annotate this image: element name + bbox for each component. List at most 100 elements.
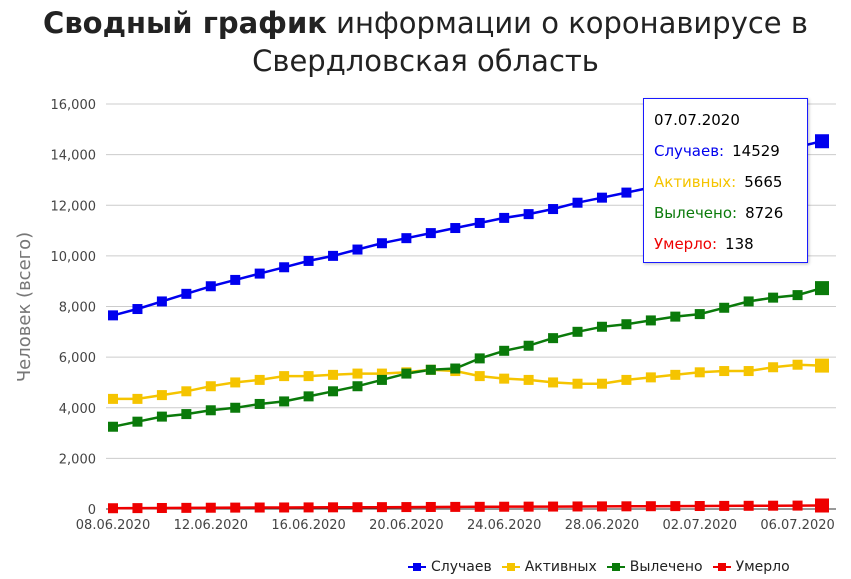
series-Вылечено-point[interactable] bbox=[499, 345, 510, 356]
series-Вылечено-point[interactable] bbox=[645, 315, 656, 326]
series-Умерло-point[interactable] bbox=[108, 503, 118, 514]
series-Активных-point[interactable] bbox=[328, 369, 339, 380]
series-Случаев-point[interactable] bbox=[523, 209, 534, 220]
series-Случаев-point[interactable] bbox=[450, 223, 461, 234]
series-Умерло-point[interactable] bbox=[499, 501, 510, 512]
series-Умерло-point[interactable] bbox=[815, 498, 829, 513]
series-Умерло-point[interactable] bbox=[279, 502, 290, 513]
series-Вылечено-point[interactable] bbox=[254, 398, 265, 409]
series-Активных-point[interactable] bbox=[254, 374, 265, 385]
series-Активных-point[interactable] bbox=[230, 377, 241, 388]
series-Умерло-point[interactable] bbox=[205, 502, 216, 513]
series-Активных-point[interactable] bbox=[279, 371, 290, 382]
series-Случаев-point[interactable] bbox=[181, 288, 192, 299]
series-Вылечено-point[interactable] bbox=[352, 381, 363, 392]
series-Умерло-point[interactable] bbox=[645, 501, 656, 512]
series-Вылечено-point[interactable] bbox=[815, 281, 829, 296]
series-Умерло-point[interactable] bbox=[621, 501, 632, 512]
legend-item[interactable]: Умерло bbox=[712, 559, 790, 575]
series-Случаев-point[interactable] bbox=[303, 255, 314, 266]
series-Случаев-point[interactable] bbox=[352, 244, 363, 255]
series-Вылечено-point[interactable] bbox=[132, 416, 143, 427]
series-Вылечено-point[interactable] bbox=[303, 391, 314, 402]
series-Вылечено-point[interactable] bbox=[425, 364, 436, 375]
series-Умерло-point[interactable] bbox=[792, 500, 803, 511]
series-Вылечено-point[interactable] bbox=[450, 363, 461, 374]
series-Активных-point[interactable] bbox=[694, 367, 705, 378]
series-Случаев-point[interactable] bbox=[499, 212, 510, 223]
series-Вылечено-point[interactable] bbox=[768, 292, 779, 303]
series-Случаев-point[interactable] bbox=[230, 274, 241, 285]
series-Случаев-point[interactable] bbox=[132, 304, 143, 315]
series-Случаев-point[interactable] bbox=[815, 134, 829, 149]
series-Случаев-point[interactable] bbox=[401, 233, 412, 244]
series-Активных-point[interactable] bbox=[815, 358, 829, 373]
series-Умерло-point[interactable] bbox=[523, 501, 534, 512]
series-Вылечено-point[interactable] bbox=[401, 368, 412, 379]
legend-item[interactable]: Вылечено bbox=[606, 559, 703, 575]
series-Вылечено-point[interactable] bbox=[523, 340, 534, 351]
series-Вылечено-point[interactable] bbox=[719, 302, 730, 313]
series-Активных-point[interactable] bbox=[156, 390, 167, 401]
series-Активных-point[interactable] bbox=[523, 374, 534, 385]
series-Случаев-point[interactable] bbox=[328, 250, 339, 261]
series-Активных-point[interactable] bbox=[596, 378, 607, 389]
series-Активных-point[interactable] bbox=[719, 366, 730, 377]
series-Случаев-point[interactable] bbox=[425, 228, 436, 239]
series-Активных-point[interactable] bbox=[474, 371, 485, 382]
series-Случаев-point[interactable] bbox=[596, 192, 607, 203]
series-Активных-point[interactable] bbox=[792, 359, 803, 370]
series-Вылечено-point[interactable] bbox=[230, 402, 241, 413]
series-Случаев-point[interactable] bbox=[376, 238, 387, 249]
series-Умерло-point[interactable] bbox=[694, 501, 705, 512]
series-Умерло-point[interactable] bbox=[303, 502, 314, 513]
series-Вылечено-point[interactable] bbox=[181, 409, 192, 420]
series-Активных-point[interactable] bbox=[303, 371, 314, 382]
series-Умерло-point[interactable] bbox=[328, 502, 339, 513]
series-Активных-point[interactable] bbox=[548, 377, 559, 388]
series-Случаев-point[interactable] bbox=[572, 197, 583, 208]
series-Активных-point[interactable] bbox=[670, 369, 681, 380]
series-Умерло-point[interactable] bbox=[474, 501, 485, 512]
series-Случаев-point[interactable] bbox=[205, 281, 216, 292]
series-Вылечено-point[interactable] bbox=[792, 290, 803, 301]
series-Умерло-point[interactable] bbox=[230, 502, 241, 513]
series-Активных-point[interactable] bbox=[768, 362, 779, 373]
series-Случаев-point[interactable] bbox=[548, 204, 559, 215]
series-Случаев-point[interactable] bbox=[254, 268, 265, 279]
series-Вылечено-point[interactable] bbox=[108, 421, 118, 432]
series-Умерло-point[interactable] bbox=[181, 502, 192, 513]
series-Умерло-point[interactable] bbox=[254, 502, 265, 513]
series-Умерло-point[interactable] bbox=[156, 502, 167, 513]
series-Вылечено-point[interactable] bbox=[548, 333, 559, 344]
series-Вылечено-point[interactable] bbox=[376, 374, 387, 385]
series-Активных-point[interactable] bbox=[376, 368, 387, 379]
series-Активных-point[interactable] bbox=[572, 378, 583, 389]
series-Умерло-point[interactable] bbox=[743, 500, 754, 511]
series-Вылечено-point[interactable] bbox=[205, 405, 216, 416]
series-Активных-point[interactable] bbox=[645, 372, 656, 383]
series-Умерло-point[interactable] bbox=[670, 501, 681, 512]
series-Умерло-point[interactable] bbox=[768, 500, 779, 511]
legend-item[interactable]: Активных bbox=[501, 559, 597, 575]
series-Активных-point[interactable] bbox=[108, 393, 118, 404]
series-Вылечено-point[interactable] bbox=[572, 326, 583, 337]
series-Умерло-point[interactable] bbox=[132, 503, 143, 514]
series-Вылечено-point[interactable] bbox=[474, 353, 485, 364]
series-Вылечено-point[interactable] bbox=[279, 396, 290, 407]
series-Вылечено-point[interactable] bbox=[596, 321, 607, 332]
series-Вылечено-point[interactable] bbox=[621, 319, 632, 330]
series-Вылечено-point[interactable] bbox=[156, 411, 167, 422]
series-Умерло-point[interactable] bbox=[425, 501, 436, 512]
series-Умерло-point[interactable] bbox=[572, 501, 583, 512]
series-Умерло-point[interactable] bbox=[401, 502, 412, 513]
series-Активных-point[interactable] bbox=[352, 368, 363, 379]
series-Умерло-point[interactable] bbox=[352, 502, 363, 513]
series-Вылечено-point[interactable] bbox=[694, 309, 705, 320]
series-Случаев-point[interactable] bbox=[108, 310, 118, 321]
series-Активных-point[interactable] bbox=[499, 373, 510, 384]
series-Вылечено-point[interactable] bbox=[328, 386, 339, 397]
series-Умерло-point[interactable] bbox=[376, 502, 387, 513]
series-Умерло-point[interactable] bbox=[719, 500, 730, 511]
series-Активных-point[interactable] bbox=[132, 393, 143, 404]
